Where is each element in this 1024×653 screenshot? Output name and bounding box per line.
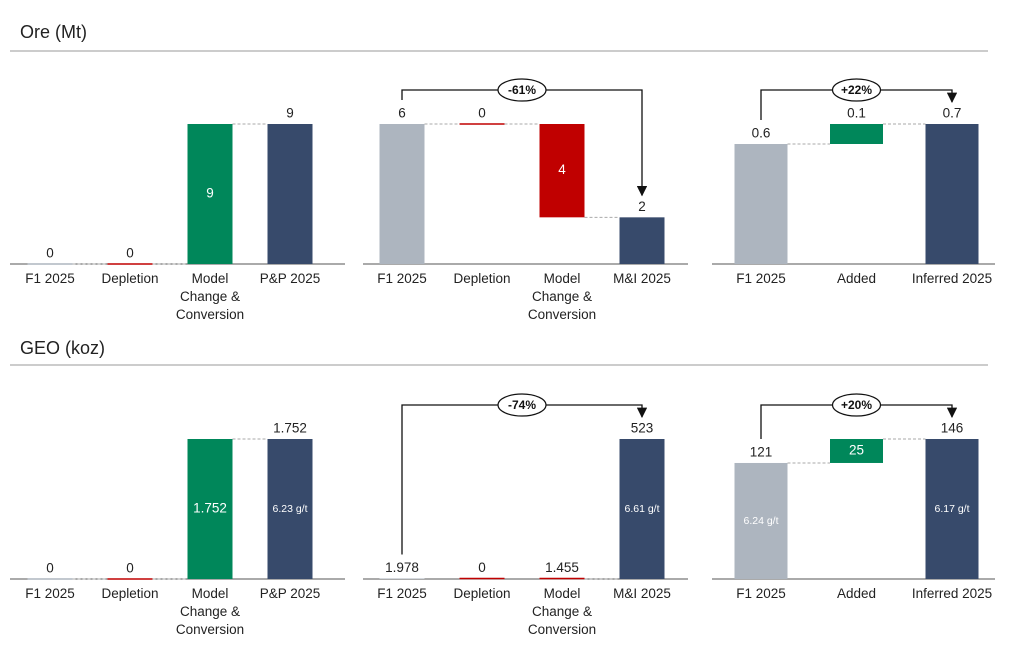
value-label: 25 bbox=[849, 443, 864, 458]
value-label: 121 bbox=[750, 445, 773, 460]
value-label: 523 bbox=[631, 421, 654, 436]
value-label: 9 bbox=[286, 106, 294, 121]
grade-label: 6.17 g/t bbox=[934, 503, 969, 515]
value-label: 146 bbox=[941, 421, 964, 436]
bar bbox=[379, 124, 425, 264]
bar bbox=[187, 124, 233, 264]
x-tick-label: M&I 2025 bbox=[613, 271, 671, 286]
value-label: 9 bbox=[206, 186, 214, 201]
x-tick-label: Added bbox=[836, 271, 877, 286]
x-tick-label: F1 2025 bbox=[25, 271, 75, 286]
value-label: 0 bbox=[126, 246, 134, 261]
bar bbox=[619, 439, 665, 579]
value-label: 1.752 bbox=[193, 501, 227, 516]
x-tick-label: F1 2025 bbox=[377, 271, 427, 286]
change-badge bbox=[831, 78, 882, 102]
value-label: 0.7 bbox=[943, 106, 962, 121]
x-tick-label: Inferred 2025 bbox=[911, 271, 993, 286]
x-tick-label: F1 2025 bbox=[377, 586, 427, 601]
change-label: +22% bbox=[841, 83, 872, 97]
grade-label: 6.61 g/t bbox=[624, 503, 659, 515]
bar bbox=[267, 124, 313, 264]
value-label: 0 bbox=[46, 561, 54, 576]
value-label: 0 bbox=[478, 106, 486, 121]
bar bbox=[734, 144, 788, 264]
x-tick-label: P&P 2025 bbox=[259, 271, 321, 286]
bar bbox=[925, 124, 979, 264]
value-label: 2 bbox=[638, 199, 646, 214]
change-badge bbox=[497, 393, 547, 417]
value-label: 1.752 bbox=[273, 421, 307, 436]
x-tick-label: P&P 2025 bbox=[259, 586, 321, 601]
x-tick-label: Model Change & Conversion bbox=[527, 586, 597, 637]
bar bbox=[925, 439, 979, 579]
x-tick-label: Model Change & Conversion bbox=[175, 586, 245, 637]
bar bbox=[734, 462, 788, 579]
x-tick-label: Depletion bbox=[101, 271, 159, 286]
value-label: 0.6 bbox=[752, 126, 771, 141]
grade-label: 6.24 g/t bbox=[743, 515, 778, 527]
bar bbox=[830, 124, 883, 144]
x-tick-label: Depletion bbox=[101, 586, 159, 601]
grade-label: 6.23 g/t bbox=[272, 503, 307, 515]
change-badge bbox=[831, 393, 882, 417]
x-tick-label: Depletion bbox=[453, 586, 511, 601]
change-label: +20% bbox=[841, 398, 872, 412]
change-label: -74% bbox=[508, 398, 536, 412]
value-label: 1.455 bbox=[545, 560, 579, 575]
bar bbox=[539, 124, 585, 218]
x-tick-label: Added bbox=[836, 586, 877, 601]
change-label: -61% bbox=[508, 83, 536, 97]
value-label: 0.1 bbox=[847, 106, 866, 121]
section-heading: GEO (koz) bbox=[20, 338, 106, 358]
x-tick-label: Model Change & Conversion bbox=[527, 271, 597, 322]
value-label: 4 bbox=[558, 162, 566, 177]
x-tick-label: F1 2025 bbox=[736, 271, 786, 286]
x-tick-label: M&I 2025 bbox=[613, 586, 671, 601]
x-tick-label: Inferred 2025 bbox=[911, 586, 993, 601]
bar bbox=[619, 217, 665, 264]
bar bbox=[379, 578, 425, 579]
bar bbox=[187, 439, 233, 579]
x-tick-label: F1 2025 bbox=[25, 586, 75, 601]
x-tick-label: F1 2025 bbox=[736, 586, 786, 601]
value-label: 0 bbox=[46, 246, 54, 261]
value-label: 0 bbox=[478, 560, 486, 575]
value-label: 0 bbox=[126, 561, 134, 576]
bar bbox=[267, 439, 313, 579]
value-label: 1.978 bbox=[385, 560, 419, 575]
section-heading: Ore (Mt) bbox=[20, 22, 87, 42]
bar bbox=[830, 439, 883, 463]
change-badge bbox=[497, 78, 547, 102]
change-bracket bbox=[401, 89, 648, 197]
value-label: 6 bbox=[398, 106, 406, 121]
x-tick-label: Model Change & Conversion bbox=[175, 271, 245, 322]
x-tick-label: Depletion bbox=[453, 271, 511, 286]
change-bracket bbox=[401, 404, 648, 555]
